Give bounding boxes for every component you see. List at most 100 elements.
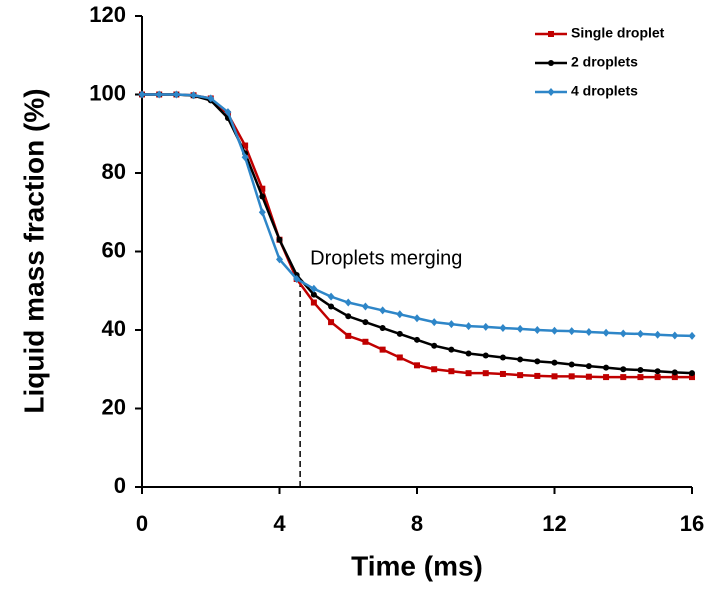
data-point	[671, 331, 679, 340]
data-point	[328, 303, 335, 310]
y-tick-label: 80	[102, 159, 126, 184]
x-tick-label: 12	[542, 511, 566, 536]
data-point	[241, 153, 249, 162]
data-point	[568, 327, 576, 336]
data-point	[620, 366, 627, 373]
data-point	[620, 374, 627, 381]
data-point	[585, 327, 593, 336]
data-point	[276, 236, 283, 243]
legend-marker	[547, 88, 555, 96]
data-point	[534, 372, 541, 379]
legend-marker	[548, 60, 554, 66]
legend-label: 2 droplets	[571, 54, 638, 70]
data-point	[585, 373, 592, 380]
data-point	[533, 326, 541, 334]
x-tick-label: 8	[411, 511, 423, 536]
data-point	[568, 361, 575, 368]
series-line	[142, 93, 693, 375]
data-point	[379, 346, 386, 353]
data-point	[379, 306, 387, 315]
data-point	[310, 284, 318, 293]
data-point	[551, 373, 558, 380]
data-point	[242, 142, 249, 149]
annotation: Droplets merging	[310, 247, 462, 269]
data-point	[413, 314, 421, 323]
y-tick-label: 0	[114, 473, 126, 498]
y-axis-title: Liquid mass fraction (%)	[18, 88, 49, 413]
x-tick-label: 4	[273, 511, 286, 536]
y-tick-label: 40	[102, 316, 126, 341]
data-point	[636, 329, 644, 338]
data-point	[345, 332, 352, 339]
data-point	[328, 319, 335, 326]
data-point	[138, 90, 146, 99]
data-point	[602, 328, 610, 337]
data-point	[585, 363, 592, 370]
x-tick-label: 16	[680, 511, 704, 536]
data-point	[344, 298, 352, 307]
data-point	[517, 356, 524, 363]
data-point	[207, 94, 215, 103]
data-point	[258, 208, 266, 217]
data-point	[499, 370, 506, 377]
data-point	[499, 324, 507, 333]
data-point	[448, 368, 455, 375]
data-point	[259, 193, 266, 200]
data-point	[224, 108, 232, 117]
data-point	[654, 374, 661, 381]
data-point	[431, 366, 438, 373]
data-point	[637, 367, 644, 374]
data-point	[465, 370, 472, 377]
x-axis-title: Time (ms)	[351, 550, 483, 581]
legend-label: 4 droplets	[571, 83, 638, 99]
x-tick-label: 0	[136, 511, 148, 536]
data-point	[172, 90, 180, 99]
data-point	[362, 319, 369, 326]
data-point	[276, 255, 283, 264]
data-point	[361, 302, 369, 311]
legend-label: Single droplet	[571, 25, 665, 41]
data-point	[310, 299, 317, 306]
data-point	[431, 342, 438, 349]
data-point	[654, 368, 661, 375]
data-point	[190, 91, 198, 100]
data-point	[654, 330, 662, 339]
data-point	[689, 370, 695, 377]
data-point	[482, 370, 489, 377]
y-tick-label: 100	[89, 80, 126, 105]
data-point	[310, 291, 317, 298]
data-point	[465, 350, 472, 357]
data-point	[293, 274, 301, 283]
data-point	[396, 354, 403, 361]
y-tick-label: 60	[102, 237, 126, 262]
data-point	[482, 322, 490, 331]
data-point	[568, 373, 575, 380]
data-point	[671, 374, 678, 381]
data-point	[482, 352, 489, 359]
data-point	[516, 324, 524, 333]
data-point	[447, 320, 455, 329]
data-point	[534, 358, 541, 365]
data-point	[155, 90, 163, 99]
data-point	[430, 318, 438, 327]
series-line	[142, 93, 692, 379]
data-point	[259, 185, 266, 192]
series-line	[142, 93, 693, 338]
data-point	[465, 322, 473, 331]
data-point	[396, 310, 404, 319]
data-point	[517, 372, 524, 379]
data-point	[396, 330, 403, 337]
data-point	[499, 354, 506, 361]
data-point	[688, 331, 696, 340]
data-point	[551, 326, 558, 335]
y-tick-label: 20	[102, 394, 126, 419]
data-point	[362, 338, 369, 345]
data-point	[379, 325, 386, 332]
legend-marker	[548, 31, 554, 37]
data-point	[345, 313, 352, 320]
data-point	[603, 374, 610, 381]
data-point	[448, 346, 455, 353]
data-point	[637, 374, 644, 381]
data-point	[689, 374, 695, 381]
